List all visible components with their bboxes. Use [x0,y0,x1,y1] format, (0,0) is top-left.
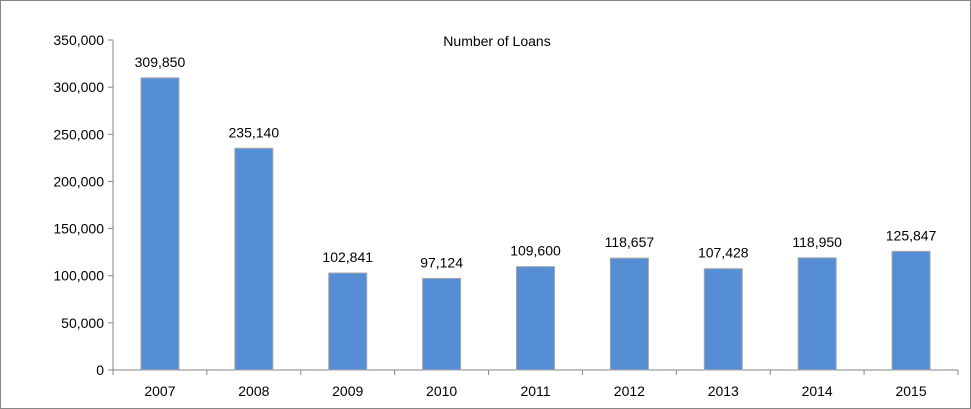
x-tick-label-2012: 2012 [614,383,645,399]
x-tick-label-2008: 2008 [238,383,269,399]
chart-title: Number of Loans [443,33,550,49]
bar-2012 [609,257,649,371]
x-tick-label-2011: 2011 [520,383,550,399]
bar-2009 [328,272,368,371]
data-label-2008: 235,140 [229,124,280,140]
bar-2013 [703,268,743,371]
bar-2015 [891,250,931,371]
y-tick-label: 0 [96,362,104,378]
y-tick-label: 50,000 [61,315,104,331]
y-tick-label: 350,000 [53,32,104,48]
x-tick-label-2010: 2010 [426,383,457,399]
data-labels: 309,850 235,140 102,841 97,124 109,600 118,65… [135,54,937,271]
y-tick-label: 300,000 [53,79,104,95]
bar-2007 [140,77,180,371]
x-tick-label-2007: 2007 [144,383,175,399]
data-label-2014: 118,950 [792,234,842,250]
y-tick-label: 250,000 [53,126,104,142]
bar-2014 [797,257,837,371]
x-tick-label-2013: 2013 [708,383,739,399]
x-tick-label-2009: 2009 [332,383,363,399]
data-label-2007: 309,850 [135,54,186,70]
data-label-2013: 107,428 [698,245,749,261]
data-label-2010: 97,124 [420,254,463,270]
x-tick-label-2015: 2015 [895,383,926,399]
x-tick-label-2014: 2014 [802,383,833,399]
y-tick-label: 200,000 [53,173,104,189]
bar-2010 [422,277,462,371]
data-label-2011: 109,600 [510,243,561,259]
bar-2011 [516,266,555,371]
data-label-2012: 118,657 [605,234,655,250]
data-label-2015: 125,847 [886,227,937,243]
y-tick-label: 100,000 [53,268,104,284]
bar-2008 [234,147,274,371]
y-axis: 0 50,000 100,000 150,000 200,000 250,000 300,0… [53,32,114,378]
y-tick-label: 150,000 [53,221,104,237]
data-label-2009: 102,841 [322,249,373,265]
bars [140,77,931,371]
